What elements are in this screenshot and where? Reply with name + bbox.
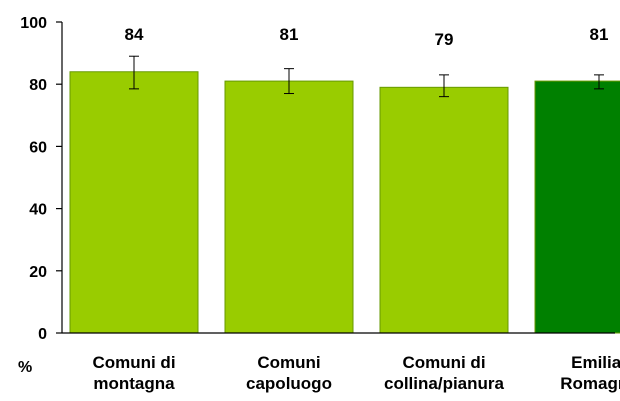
bar bbox=[69, 71, 199, 334]
category-label: Comuni bbox=[257, 353, 320, 372]
category-label: capoluogo bbox=[246, 374, 332, 393]
data-label: 81 bbox=[280, 25, 299, 44]
y-tick-label: 0 bbox=[38, 326, 47, 343]
y-axis: 0 20 40 60 80 100 bbox=[20, 15, 615, 343]
bar bbox=[379, 86, 509, 334]
error-bars-group bbox=[129, 55, 604, 98]
bar bbox=[534, 80, 620, 334]
category-label: Romagna bbox=[560, 374, 620, 393]
category-label: Comuni di bbox=[92, 353, 175, 372]
data-label: 84 bbox=[125, 25, 144, 44]
data-label: 79 bbox=[435, 30, 454, 49]
y-tick-label: 60 bbox=[29, 139, 47, 156]
category-label: collina/pianura bbox=[384, 374, 505, 393]
category-label: Comuni di bbox=[402, 353, 485, 372]
y-axis-unit-label: % bbox=[18, 359, 32, 376]
data-label: 81 bbox=[590, 25, 609, 44]
labels-group: 84 Comuni di montagna 81 Comuni capoluogo 79 Co… bbox=[92, 25, 620, 393]
category-label: montagna bbox=[93, 374, 175, 393]
y-tick-label: 80 bbox=[29, 77, 47, 94]
y-tick-label: 40 bbox=[29, 202, 47, 219]
y-tick-label: 20 bbox=[29, 264, 47, 281]
bar bbox=[224, 80, 354, 334]
bars-group bbox=[69, 71, 620, 334]
y-tick-label: 100 bbox=[20, 15, 47, 32]
category-label: Emilia- bbox=[571, 353, 620, 372]
